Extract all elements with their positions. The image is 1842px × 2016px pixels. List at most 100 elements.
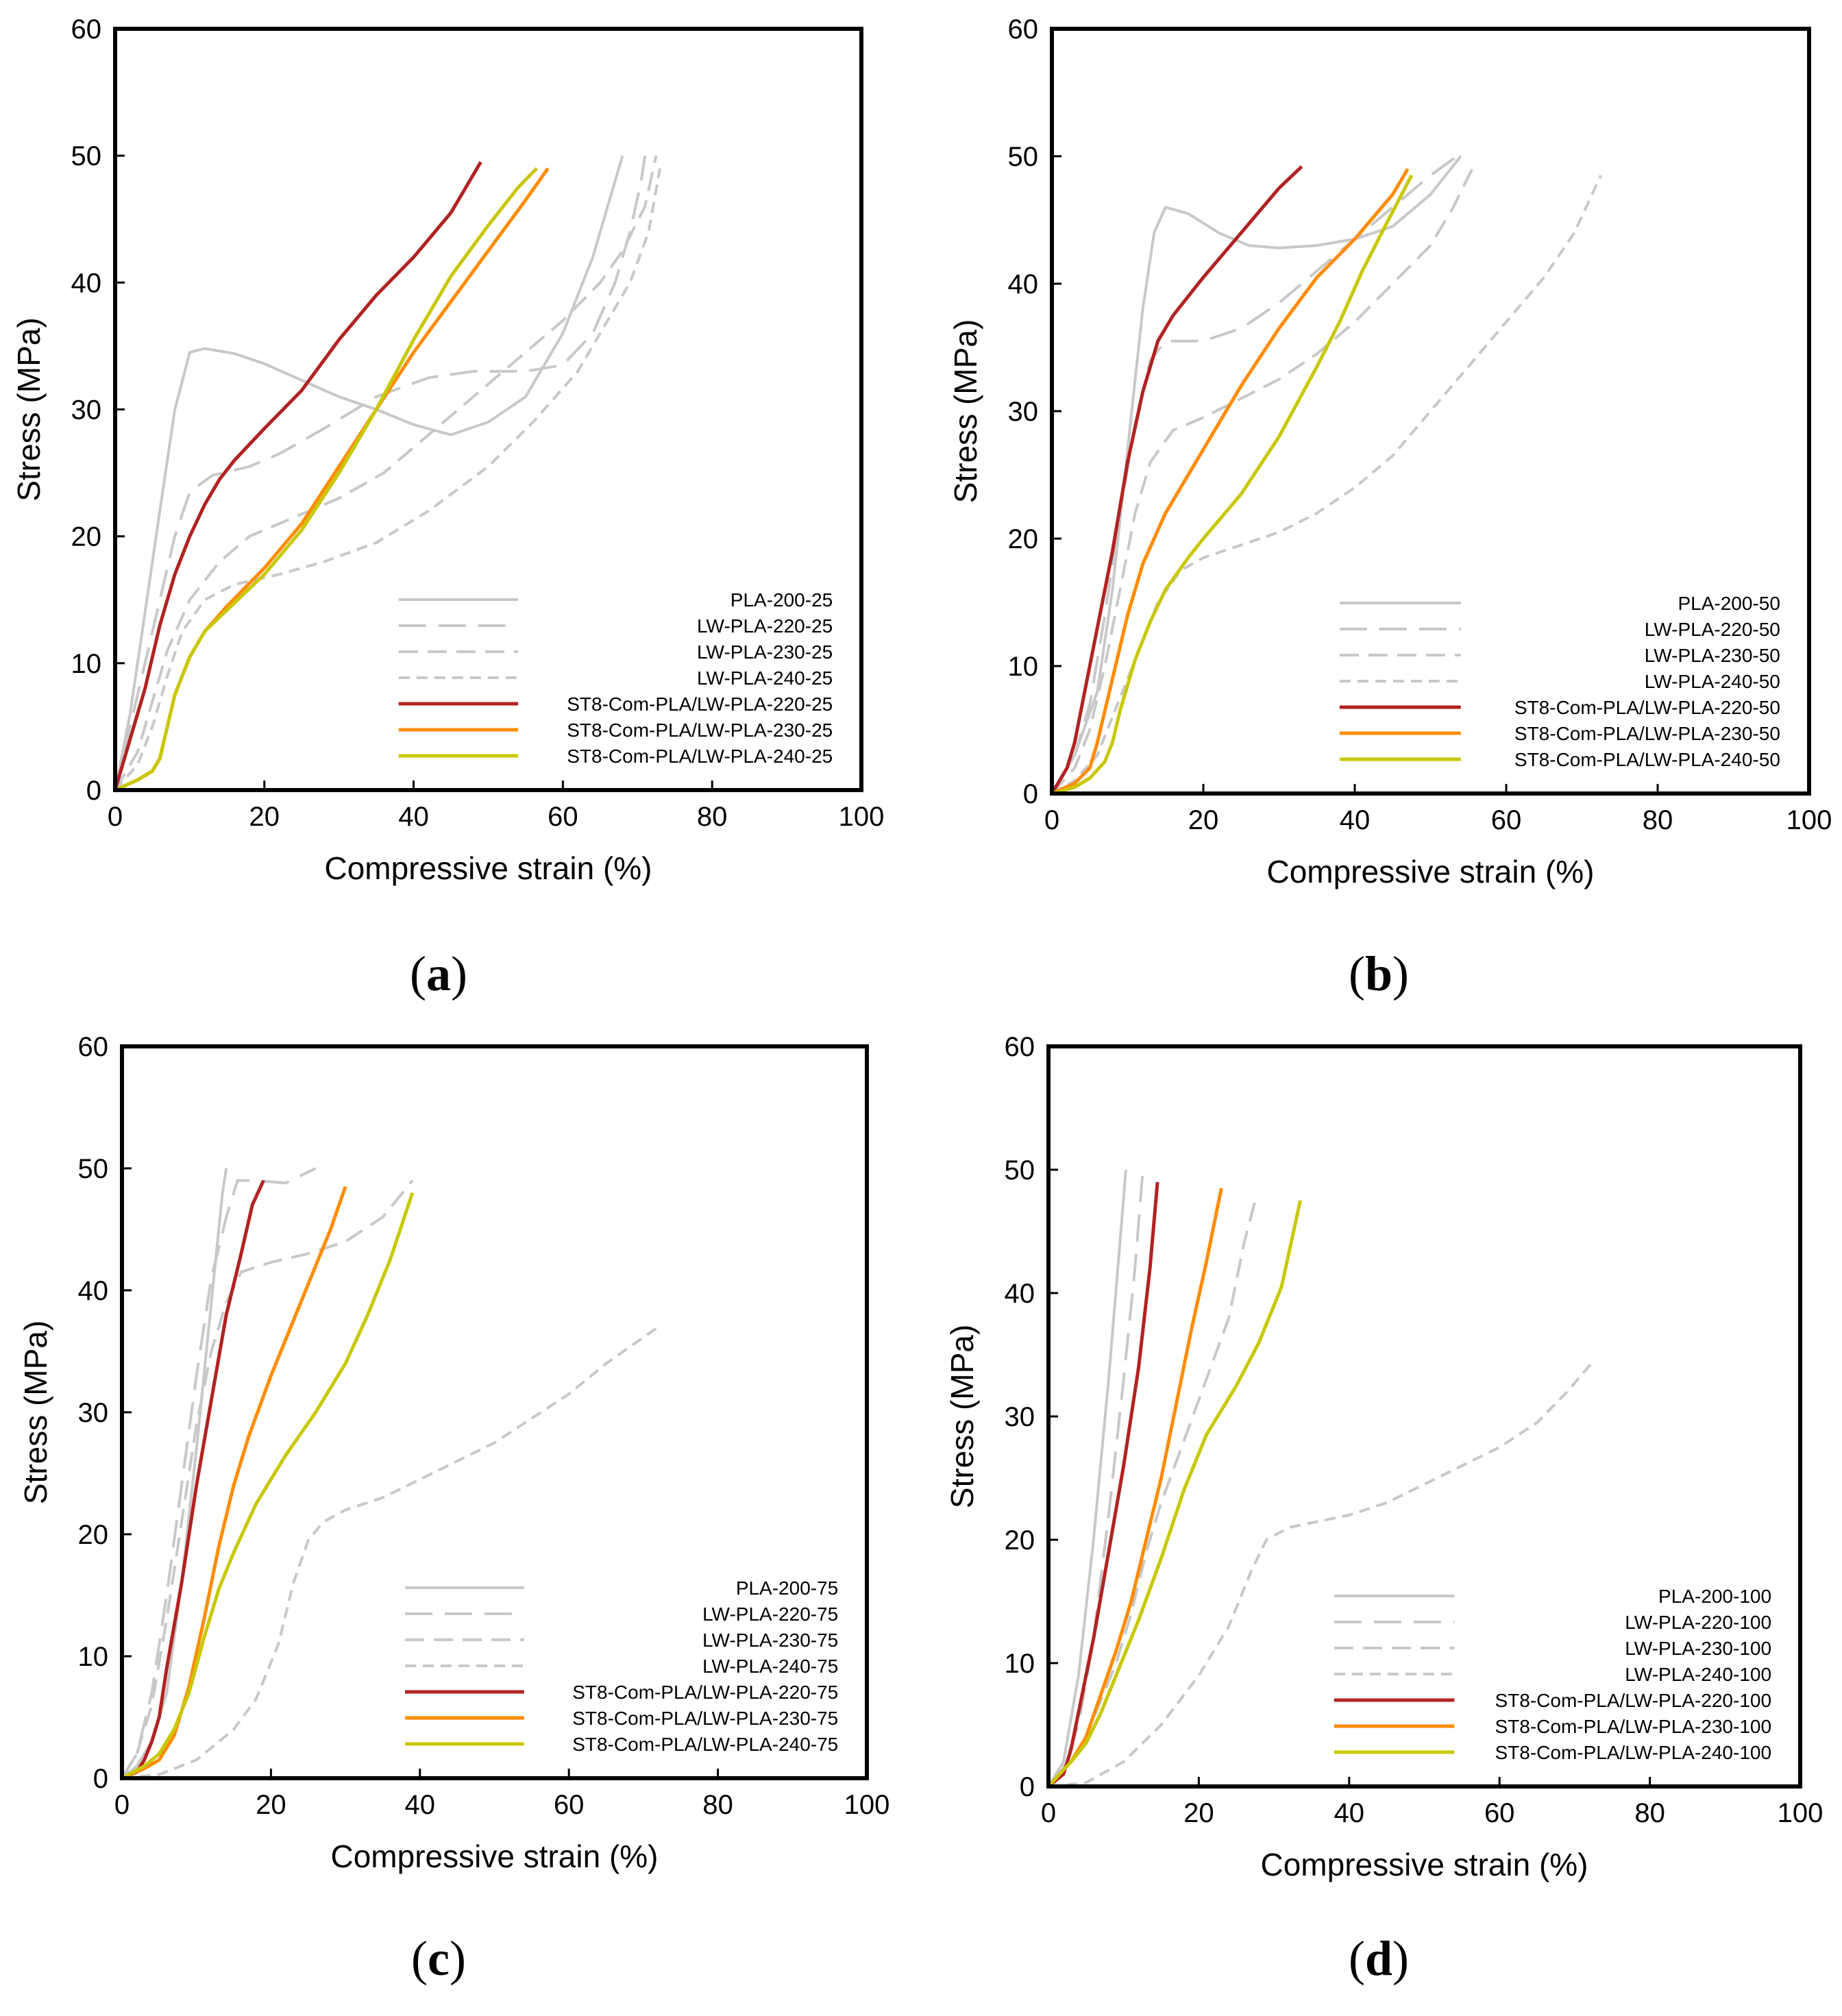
- series-line-d-6: [1047, 1200, 1302, 1788]
- series-line-c-6: [121, 1192, 415, 1780]
- x-tick-label-a-1: 20: [249, 802, 280, 832]
- series-line-d-4: [1047, 1181, 1159, 1788]
- x-tick-label-d-0: 0: [1041, 1798, 1056, 1828]
- series-line-a-2: [114, 155, 658, 791]
- y-tick-label-c-3: 30: [78, 1398, 109, 1428]
- y-tick-label-d-5: 50: [1005, 1155, 1035, 1185]
- x-tick-label-b-2: 40: [1340, 805, 1371, 835]
- y-tick-label-d-1: 10: [1005, 1649, 1035, 1679]
- x-tick-label-a-3: 60: [548, 802, 578, 832]
- chart-panel-d: 0 20 40 60 80 100 0 10 20 30 40 50 60 Compressive str…: [944, 1032, 1823, 1986]
- series-line-b-5: [1051, 168, 1410, 796]
- x-tick-label-c-1: 20: [256, 1790, 286, 1820]
- x-axis-label-c: Compressive strain (%): [331, 1839, 659, 1874]
- legend-label-d-0: PLA-200-100: [1658, 1586, 1771, 1607]
- legend-label-b-0: PLA-200-50: [1678, 593, 1780, 614]
- y-axis-label-b: Stress (MPa): [948, 319, 983, 503]
- series-line-b-4: [1050, 165, 1303, 795]
- chart-panel-c: 0 20 40 60 80 100 0 10 20 30 40 50 60 Compressive str…: [18, 1032, 889, 1986]
- y-tick-label-d-2: 20: [1005, 1525, 1035, 1556]
- legend-label-c-1: LW-PLA-220-75: [702, 1603, 838, 1625]
- x-tick-label-c-4: 80: [702, 1790, 733, 1820]
- y-axis-label-d: Stress (MPa): [944, 1325, 980, 1508]
- legend-label-c-3: LW-PLA-240-75: [702, 1656, 838, 1677]
- legend-label-a-4: ST8-Com-PLA/LW-PLA-220-25: [567, 693, 833, 715]
- panel-caption-d: (d): [1349, 1931, 1409, 1986]
- legend-label-b-3: LW-PLA-240-50: [1645, 671, 1780, 692]
- legend-label-a-3: LW-PLA-240-25: [697, 667, 833, 689]
- legend-label-d-2: LW-PLA-230-100: [1625, 1638, 1771, 1659]
- legend-label-d-1: LW-PLA-220-100: [1625, 1612, 1771, 1633]
- legend-label-c-2: LW-PLA-230-75: [702, 1630, 838, 1651]
- y-tick-label-b-0: 0: [1023, 779, 1038, 809]
- x-tick-label-d-1: 20: [1183, 1798, 1214, 1828]
- y-tick-label-c-1: 10: [78, 1642, 109, 1672]
- series-line-b-3: [1051, 175, 1602, 795]
- x-tick-label-a-4: 80: [697, 802, 728, 832]
- legend-label-d-4: ST8-Com-PLA/LW-PLA-220-100: [1495, 1690, 1771, 1711]
- legend-label-a-1: LW-PLA-220-25: [697, 615, 833, 637]
- series-line-d-5: [1047, 1188, 1223, 1788]
- series-line-a-0: [114, 155, 624, 791]
- y-tick-label-b-2: 20: [1008, 524, 1039, 554]
- legend-label-a-6: ST8-Com-PLA/LW-PLA-240-25: [567, 746, 833, 767]
- series-line-d-1: [1047, 1175, 1144, 1788]
- legend-label-b-5: ST8-Com-PLA/LW-PLA-230-50: [1514, 723, 1780, 744]
- y-tick-label-b-1: 10: [1008, 652, 1039, 682]
- legend-label-b-6: ST8-Com-PLA/LW-PLA-240-50: [1514, 749, 1780, 770]
- series-line-b-1: [1051, 155, 1458, 795]
- chart-panel-a: 0 20 40 60 80 100 0 10 20 30 40 50 60 Compressive str…: [11, 14, 884, 1001]
- legend-label-d-5: ST8-Com-PLA/LW-PLA-230-100: [1495, 1716, 1771, 1737]
- x-axis-label-d: Compressive strain (%): [1261, 1847, 1588, 1882]
- x-tick-label-b-4: 80: [1643, 805, 1673, 835]
- y-tick-label-a-6: 60: [71, 14, 102, 45]
- x-tick-label-c-5: 100: [844, 1790, 890, 1820]
- y-tick-label-c-2: 20: [78, 1520, 109, 1550]
- y-tick-label-a-2: 20: [71, 522, 102, 552]
- y-tick-label-c-6: 60: [78, 1032, 109, 1062]
- x-tick-label-d-3: 60: [1484, 1798, 1515, 1828]
- x-tick-label-a-0: 0: [108, 802, 123, 832]
- series-line-a-1: [114, 155, 647, 791]
- series-line-a-6: [114, 167, 539, 792]
- legend-label-d-6: ST8-Com-PLA/LW-PLA-240-100: [1495, 1742, 1771, 1763]
- panel-caption-b: (b): [1349, 946, 1409, 1001]
- legend-label-a-5: ST8-Com-PLA/LW-PLA-230-25: [567, 720, 833, 741]
- y-tick-label-a-1: 10: [71, 649, 102, 679]
- y-axis-label-c: Stress (MPa): [18, 1320, 53, 1504]
- y-tick-label-b-6: 60: [1008, 14, 1039, 45]
- legend-label-c-0: PLA-200-75: [736, 1577, 838, 1599]
- series-line-b-0: [1051, 155, 1462, 795]
- y-tick-label-b-3: 30: [1008, 397, 1039, 427]
- x-tick-label-d-4: 80: [1634, 1798, 1665, 1828]
- series-line-c-3: [121, 1325, 659, 1780]
- y-tick-label-d-6: 60: [1005, 1032, 1035, 1062]
- legend-label-b-4: ST8-Com-PLA/LW-PLA-220-50: [1514, 697, 1780, 718]
- y-tick-label-b-4: 40: [1008, 269, 1039, 299]
- panel-caption-c: (c): [411, 1931, 466, 1986]
- series-line-c-0: [121, 1168, 228, 1780]
- y-tick-label-d-3: 30: [1005, 1402, 1035, 1432]
- series-line-a-3: [114, 168, 661, 791]
- series-line-c-4: [121, 1179, 265, 1780]
- x-tick-label-b-3: 60: [1491, 805, 1522, 835]
- legend-label-d-3: LW-PLA-240-100: [1625, 1664, 1771, 1685]
- legend-label-c-6: ST8-Com-PLA/LW-PLA-240-75: [572, 1734, 838, 1755]
- y-tick-label-c-5: 50: [78, 1154, 109, 1184]
- series-line-d-0: [1047, 1169, 1127, 1788]
- x-tick-label-b-5: 100: [1786, 805, 1832, 835]
- series-line-b-6: [1051, 174, 1414, 796]
- x-tick-label-c-0: 0: [114, 1790, 130, 1820]
- legend-label-a-2: LW-PLA-230-25: [697, 641, 833, 663]
- x-tick-label-c-2: 40: [405, 1790, 436, 1820]
- legend-label-b-2: LW-PLA-230-50: [1645, 645, 1780, 666]
- y-tick-label-d-4: 40: [1005, 1279, 1035, 1309]
- series-line-b-2: [1051, 168, 1474, 795]
- x-tick-label-c-3: 60: [554, 1790, 585, 1820]
- x-axis-label-b: Compressive strain (%): [1267, 854, 1595, 889]
- y-tick-label-b-5: 50: [1008, 142, 1039, 172]
- x-tick-label-b-0: 0: [1044, 805, 1059, 835]
- y-tick-label-a-4: 40: [71, 268, 102, 298]
- x-tick-label-b-1: 20: [1188, 805, 1219, 835]
